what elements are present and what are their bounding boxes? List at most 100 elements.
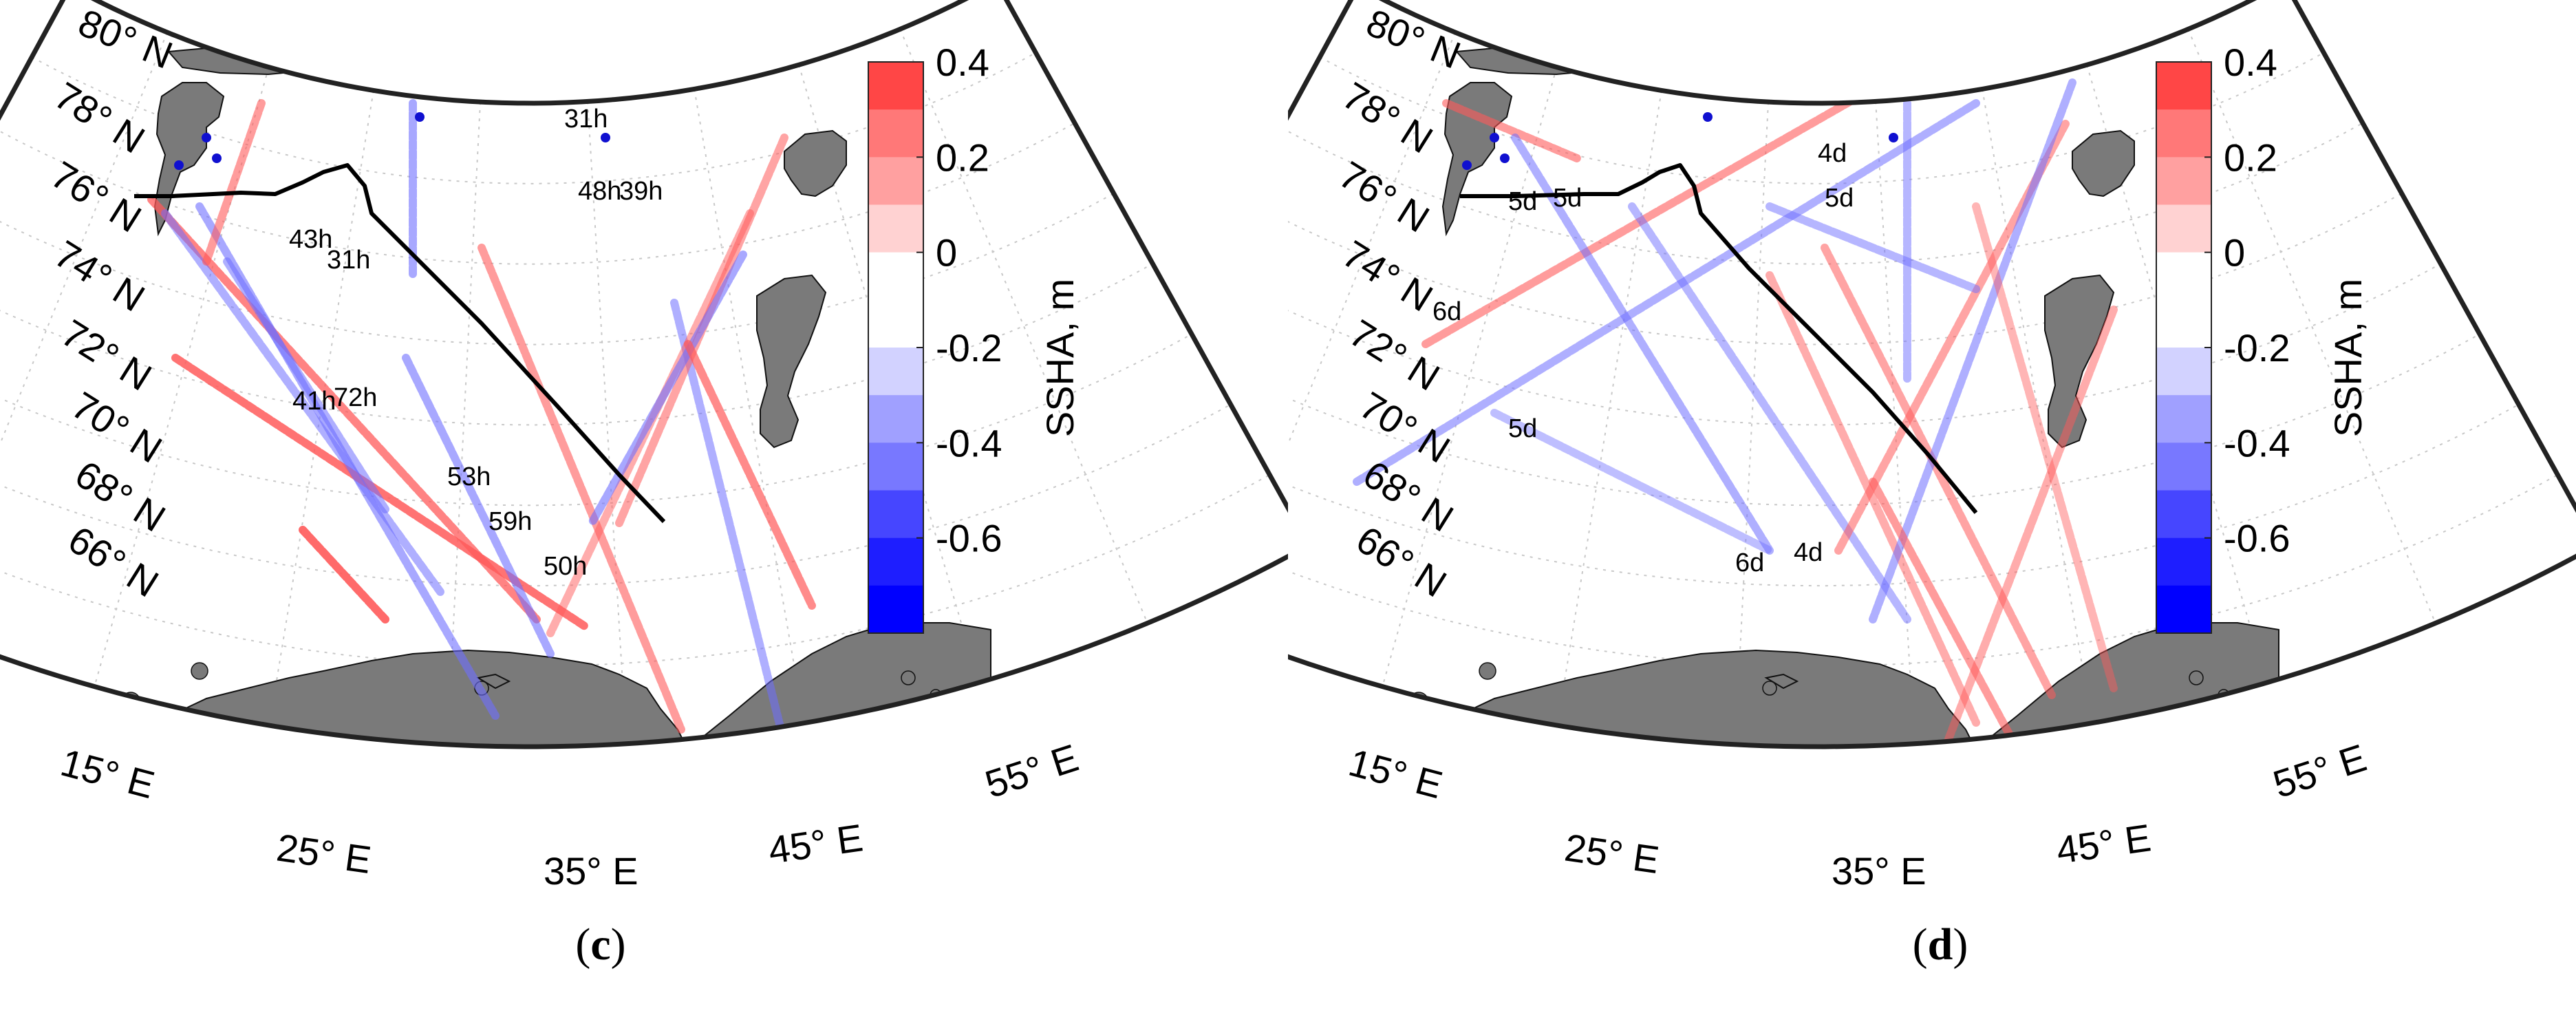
track-label: 6d xyxy=(1735,548,1764,577)
colorbar: 0.4 0.2 0 -0.2 -0.4 -0.6 SSHA, m xyxy=(868,41,1082,634)
land-mainland xyxy=(81,649,731,747)
longitude-label: 25° E xyxy=(274,825,374,882)
small-island xyxy=(1391,715,1406,730)
ssha-point xyxy=(1703,112,1713,122)
altimetry-track xyxy=(588,250,747,527)
land-svalbard xyxy=(153,82,225,237)
small-island xyxy=(1479,662,1496,680)
track-label: 43h xyxy=(289,225,332,254)
small-island xyxy=(103,715,118,730)
land-mainland xyxy=(1369,649,2019,747)
colorbar-tick-label: -0.6 xyxy=(2224,517,2290,560)
colorbar-tick-label: 0.2 xyxy=(936,136,989,179)
panel-d: 80° N 78° N 76° N 74° N 72° N 70° N 68° N 66° N… xyxy=(1288,0,2576,1013)
track-label: 5d xyxy=(1508,414,1537,443)
colorbar-tick-label: -0.6 xyxy=(936,517,1002,560)
colorbar-level xyxy=(868,585,923,634)
ssha-point xyxy=(212,153,222,163)
colorbar-level xyxy=(2156,62,2211,110)
track-label: 31h xyxy=(327,246,370,275)
land-novayaSouth xyxy=(2044,274,2115,449)
track-label: 5d xyxy=(1825,184,1854,213)
latitude-gridline xyxy=(1288,333,2480,506)
colorbar-level xyxy=(868,204,923,253)
ssha-point xyxy=(1889,133,1898,142)
land-novayaNorth xyxy=(784,129,847,198)
colorbar-title: SSHA, m xyxy=(2326,279,2370,437)
small-island xyxy=(315,886,332,903)
colorbar-level xyxy=(2156,395,2211,443)
altimetry-track xyxy=(1421,65,1911,348)
latitude-gridline xyxy=(1288,122,2363,265)
altimetry-track xyxy=(1821,244,2056,699)
altimetry-track xyxy=(202,99,266,266)
colorbar-tick-label: 0.4 xyxy=(936,41,989,84)
longitude-label: 35° E xyxy=(544,849,638,893)
colorbar-level xyxy=(2156,157,2211,205)
altimetry-track xyxy=(1490,409,1774,555)
ssha-point xyxy=(1500,153,1510,163)
altimetry-track xyxy=(670,299,788,747)
small-island xyxy=(191,662,208,680)
altimetry-track xyxy=(684,340,816,610)
caption-d: (d) xyxy=(1912,919,1968,970)
small-island xyxy=(1603,886,1620,903)
land-novayaNorth xyxy=(2072,129,2135,198)
colorbar-level xyxy=(2156,348,2211,396)
panel-c: 80° N 78° N 76° N 74° N 72° N 70° N 68° N 66° N… xyxy=(0,0,1288,970)
colorbar-level xyxy=(2156,537,2211,586)
track-label: 4d xyxy=(1818,139,1847,168)
latitude-gridline xyxy=(0,333,1192,506)
altimetry-track xyxy=(1442,99,1581,162)
latitude-gridline xyxy=(1288,403,2520,587)
colorbar-level xyxy=(2156,442,2211,491)
track-label: 59h xyxy=(489,507,532,536)
colorbar-level xyxy=(868,442,923,491)
longitude-label: 15° E xyxy=(56,740,159,807)
track-label: 5d xyxy=(1553,184,1582,213)
colorbar-level xyxy=(868,62,923,110)
track-label: 31h xyxy=(564,105,608,134)
longitude-label: 55° E xyxy=(980,736,1083,806)
map-frame xyxy=(1288,0,2576,749)
altimetry-track xyxy=(1972,202,2118,692)
altimetry-track xyxy=(1511,134,1774,555)
map-area xyxy=(1288,0,2576,903)
altimetry-track xyxy=(161,209,444,596)
latitude-gridline xyxy=(0,403,1232,587)
small-island xyxy=(901,670,916,685)
colorbar-level xyxy=(2156,490,2211,539)
track-label: 41h xyxy=(292,387,336,416)
colorbar-level xyxy=(868,299,923,348)
map-c: 80° N78° N76° N74° N72° N70° N68° N66° N… xyxy=(0,0,1288,903)
altimetry-track xyxy=(299,526,389,623)
ssha-point xyxy=(1462,160,1472,170)
colorbar-level xyxy=(2156,204,2211,253)
colorbar-tick-label: -0.4 xyxy=(936,421,1002,465)
longitude-label: 55° E xyxy=(2268,736,2371,806)
ssha-point xyxy=(601,133,610,142)
altimetry-track xyxy=(1869,478,2015,740)
caption-c: (c) xyxy=(575,919,626,970)
altimetry-track xyxy=(1353,99,1980,486)
longitude-label: 15° E xyxy=(1344,740,1447,807)
track-label: 50h xyxy=(544,552,587,581)
colorbar-level xyxy=(868,348,923,396)
latitude-gridline xyxy=(0,122,1075,265)
colorbar-tick-label: 0 xyxy=(936,231,957,275)
altimetry-track xyxy=(1938,306,2118,747)
map-d: 80° N78° N76° N74° N72° N70° N68° N66° N… xyxy=(1288,0,2576,903)
ssha-point xyxy=(415,112,425,122)
track-label: 53h xyxy=(447,462,491,491)
colorbar-level xyxy=(2156,252,2211,301)
land-islandA xyxy=(476,673,511,690)
latitude-gridline xyxy=(0,193,1115,345)
colorbar-level xyxy=(2156,109,2211,158)
latitude-gridline xyxy=(1288,263,2441,426)
ssha-point xyxy=(174,160,184,170)
land-islandA xyxy=(1764,673,1799,690)
colorbar-tick-label: 0.4 xyxy=(2224,41,2277,84)
colorbar-level xyxy=(868,395,923,443)
longitude-label: 45° E xyxy=(766,815,866,872)
track-label: 4d xyxy=(1794,538,1823,567)
